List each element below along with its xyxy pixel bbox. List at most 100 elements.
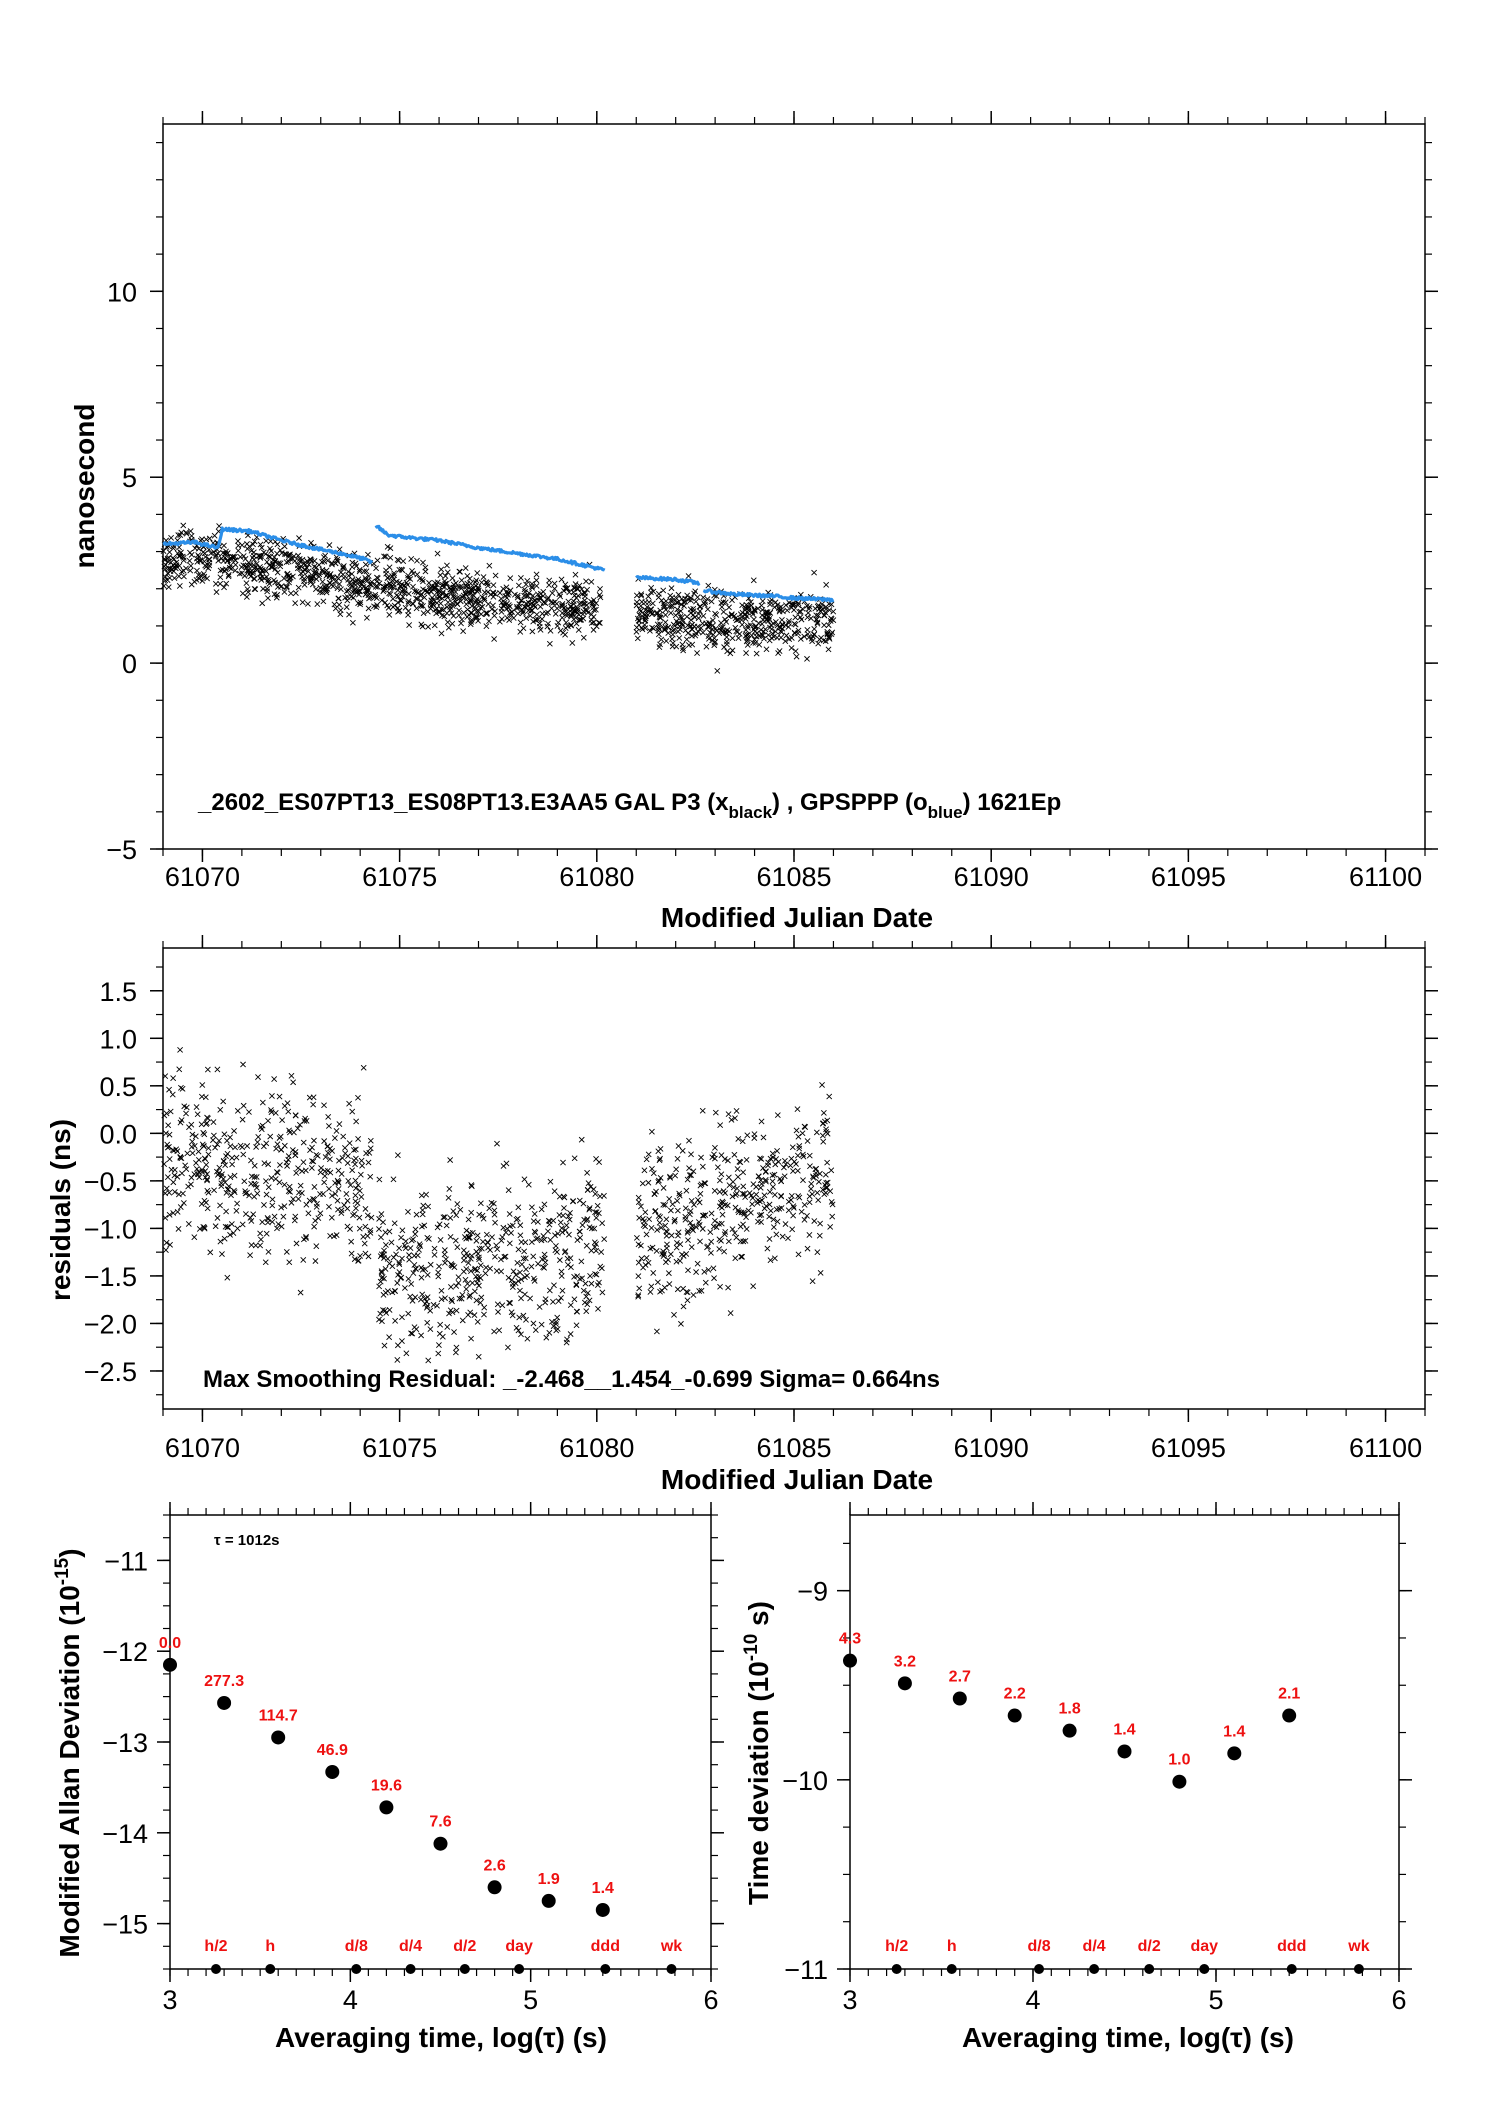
x-marker xyxy=(669,602,676,609)
x-marker xyxy=(207,1249,214,1256)
marker-label: d/4 xyxy=(1083,1938,1106,1955)
x-marker xyxy=(683,1251,690,1257)
x-marker xyxy=(165,558,171,565)
x-marker xyxy=(281,1181,288,1188)
x-marker xyxy=(574,607,581,614)
x-marker xyxy=(217,580,224,587)
x-marker xyxy=(391,602,398,609)
x-marker xyxy=(265,1161,272,1168)
x-marker xyxy=(515,1327,522,1334)
x-marker xyxy=(230,553,237,560)
x-marker xyxy=(684,1289,691,1296)
x-marker xyxy=(376,1316,382,1323)
x-marker xyxy=(304,600,311,607)
x-marker xyxy=(774,1147,781,1154)
x-marker xyxy=(352,560,359,567)
x-marker xyxy=(437,1321,444,1328)
point-label: 2.1 xyxy=(1278,1686,1300,1703)
x-marker xyxy=(254,1139,261,1146)
x-marker xyxy=(340,565,347,572)
x-marker xyxy=(666,1196,673,1202)
x-marker xyxy=(435,1350,442,1357)
x-marker xyxy=(446,1186,453,1192)
x-marker xyxy=(405,1275,412,1282)
point-label: 4.3 xyxy=(839,1631,861,1648)
x-marker xyxy=(340,563,346,570)
x-marker xyxy=(442,1295,448,1302)
x-marker xyxy=(653,1328,660,1335)
x-marker xyxy=(181,573,187,580)
x-marker xyxy=(349,589,356,596)
x-marker xyxy=(242,1190,249,1197)
marker-label: d/2 xyxy=(1138,1938,1161,1955)
x-marker xyxy=(276,1093,283,1100)
x-marker xyxy=(743,631,750,638)
x-marker xyxy=(509,1280,516,1287)
x-marker xyxy=(739,1253,746,1260)
x-marker xyxy=(460,609,467,616)
x-marker xyxy=(582,607,589,613)
x-marker xyxy=(357,583,364,590)
x-marker xyxy=(655,1179,662,1185)
x-marker xyxy=(438,566,445,573)
y-tick-label: −5 xyxy=(106,835,137,865)
x-marker xyxy=(198,1093,205,1100)
x-marker xyxy=(517,574,524,581)
x-marker xyxy=(436,1221,443,1228)
x-marker xyxy=(329,1148,336,1154)
x-marker xyxy=(657,641,663,648)
x-tick-label: 5 xyxy=(1208,1985,1223,2015)
x-marker xyxy=(396,607,403,614)
x-marker xyxy=(592,1190,599,1197)
x-marker xyxy=(402,604,409,611)
x-marker xyxy=(561,1205,567,1211)
x-marker xyxy=(431,1251,438,1258)
x-marker xyxy=(559,602,565,609)
x-marker xyxy=(769,1172,776,1179)
x-marker xyxy=(538,1206,545,1213)
x-marker xyxy=(753,650,760,657)
x-marker xyxy=(166,1156,173,1162)
x-marker xyxy=(203,1161,210,1168)
x-marker xyxy=(166,1189,173,1196)
x-marker xyxy=(508,1309,515,1316)
x-marker xyxy=(394,1152,401,1159)
x-marker xyxy=(738,617,745,623)
x-marker xyxy=(193,555,200,562)
x-marker xyxy=(471,1312,478,1319)
x-marker xyxy=(444,592,450,599)
x-marker xyxy=(459,1317,466,1324)
y-axis-title-main: Time deviation (10 xyxy=(743,1661,774,1905)
x-marker xyxy=(597,586,603,592)
x-marker xyxy=(636,606,643,613)
x-marker xyxy=(521,1274,528,1281)
x-marker xyxy=(546,1221,553,1228)
x-marker xyxy=(302,561,309,568)
x-marker xyxy=(431,1245,438,1252)
x-marker xyxy=(770,1224,777,1231)
x-marker xyxy=(286,1129,293,1136)
x-marker xyxy=(482,1270,489,1277)
x-marker xyxy=(203,1199,209,1206)
x-marker xyxy=(484,1239,491,1246)
x-marker xyxy=(648,1128,655,1135)
x-marker xyxy=(588,578,595,585)
x-marker xyxy=(469,1229,476,1236)
y-tick-label: −14 xyxy=(102,1819,148,1849)
x-marker xyxy=(250,552,257,559)
x-marker xyxy=(446,584,453,591)
x-marker xyxy=(177,550,184,556)
x-marker xyxy=(350,1147,357,1154)
x-marker xyxy=(675,628,682,635)
x-marker xyxy=(828,1167,835,1174)
x-marker xyxy=(361,1240,368,1247)
x-marker xyxy=(416,1241,423,1248)
x-marker xyxy=(545,620,551,627)
x-marker xyxy=(214,1215,221,1221)
x-marker xyxy=(490,582,497,589)
x-marker xyxy=(235,538,241,544)
x-marker xyxy=(175,1225,182,1232)
x-marker xyxy=(264,558,270,565)
x-marker xyxy=(734,629,741,635)
x-marker xyxy=(473,1237,480,1244)
